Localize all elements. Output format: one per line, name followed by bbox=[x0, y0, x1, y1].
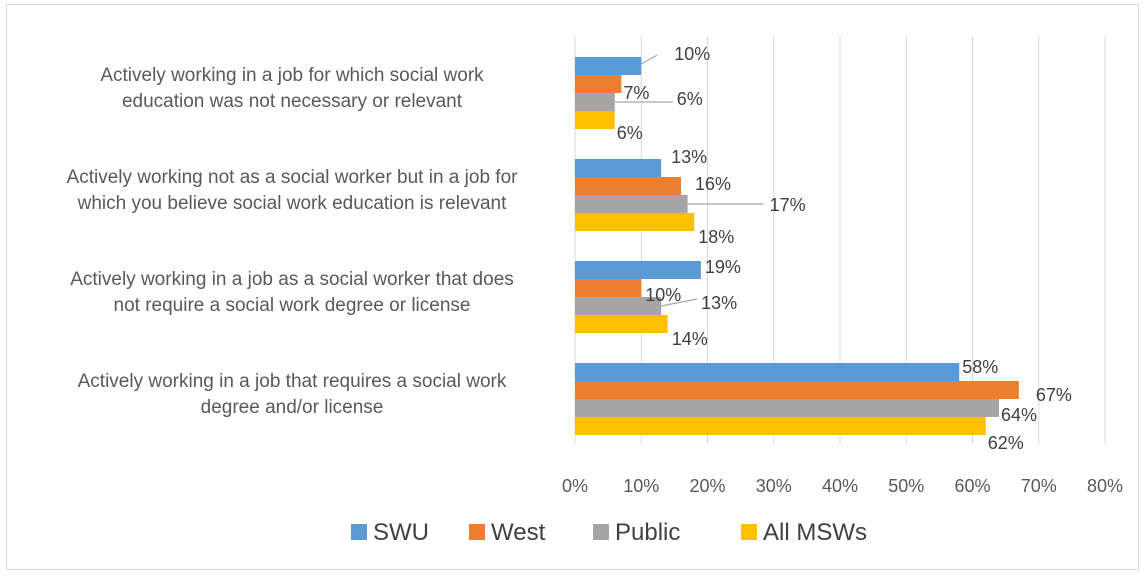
data-label: 62% bbox=[988, 433, 1024, 453]
bar-swu bbox=[575, 159, 662, 177]
data-label: 58% bbox=[962, 357, 998, 377]
bar-swu bbox=[575, 261, 701, 279]
data-label: 18% bbox=[698, 227, 734, 247]
bar-all-msws bbox=[575, 315, 668, 333]
bar-public bbox=[575, 93, 615, 111]
bar-west bbox=[575, 75, 622, 93]
bar-all-msws bbox=[575, 111, 615, 129]
leader-lines bbox=[614, 54, 764, 307]
bar-public bbox=[575, 399, 999, 417]
data-label: 64% bbox=[1001, 405, 1037, 425]
category-label: education was not necessary or relevant bbox=[122, 91, 463, 112]
chart-frame bbox=[6, 4, 1139, 570]
leader-line bbox=[661, 298, 698, 307]
bar-all-msws bbox=[575, 213, 695, 231]
bar-west bbox=[575, 177, 681, 195]
data-label: 14% bbox=[672, 329, 708, 349]
bars bbox=[575, 57, 1019, 435]
category-label: Actively working in a job as a social wo… bbox=[70, 269, 514, 290]
x-axis-tick-labels: 0% 10% 20% 30% 40% 50% 60% 70% 80% bbox=[562, 476, 1123, 496]
data-label: 13% bbox=[701, 293, 737, 313]
data-label: 17% bbox=[770, 195, 806, 215]
bar-swu bbox=[575, 57, 642, 75]
x-tick-label: 70% bbox=[1021, 476, 1057, 496]
data-label: 6% bbox=[617, 123, 643, 143]
legend-label: Public bbox=[615, 519, 680, 546]
category-label: Actively working in a job that requires … bbox=[78, 371, 507, 392]
x-tick-label: 0% bbox=[562, 476, 588, 496]
legend-label: All MSWs bbox=[763, 519, 867, 546]
x-tick-label: 20% bbox=[689, 476, 725, 496]
legend-swatch-swu bbox=[351, 524, 367, 540]
category-label: degree and/or license bbox=[201, 397, 384, 418]
data-label: 10% bbox=[674, 44, 710, 64]
category-labels: Actively working in a job for which soci… bbox=[67, 65, 519, 418]
category-label: not require a social work degree or lice… bbox=[114, 295, 471, 316]
data-label: 16% bbox=[695, 174, 731, 194]
legend-swatch-public bbox=[593, 524, 609, 540]
data-labels: 10%7% 6%6%13%16%17%18%19%10% 13%14%58%67%6… bbox=[617, 44, 1072, 453]
legend-swatch-west bbox=[469, 524, 485, 540]
data-label: 67% bbox=[1036, 385, 1072, 405]
x-tick-label: 80% bbox=[1087, 476, 1123, 496]
legend-label: West bbox=[491, 519, 546, 546]
bar-swu bbox=[575, 363, 960, 381]
category-label: which you believe social work education … bbox=[77, 193, 508, 214]
data-label: 13% bbox=[671, 147, 707, 167]
x-tick-label: 40% bbox=[822, 476, 858, 496]
bar-all-msws bbox=[575, 417, 986, 435]
x-tick-label: 30% bbox=[756, 476, 792, 496]
data-label: 10% bbox=[645, 285, 681, 305]
bar-west bbox=[575, 381, 1019, 399]
category-label: Actively working not as a social worker … bbox=[67, 167, 519, 188]
data-label: 7% bbox=[623, 83, 649, 103]
bar-public bbox=[575, 297, 662, 315]
x-tick-label: 60% bbox=[954, 476, 990, 496]
bar-public bbox=[575, 195, 688, 213]
category-label: Actively working in a job for which soci… bbox=[100, 65, 484, 86]
legend: SWU West Public All MSWs bbox=[351, 519, 867, 546]
leader-line bbox=[640, 54, 658, 65]
bar-west bbox=[575, 279, 642, 297]
legend-label: SWU bbox=[373, 519, 429, 546]
x-tick-label: 50% bbox=[888, 476, 924, 496]
data-label: 19% bbox=[705, 257, 741, 277]
data-label: 6% bbox=[677, 89, 703, 109]
legend-swatch-all-msws bbox=[741, 524, 757, 540]
x-tick-label: 10% bbox=[623, 476, 659, 496]
